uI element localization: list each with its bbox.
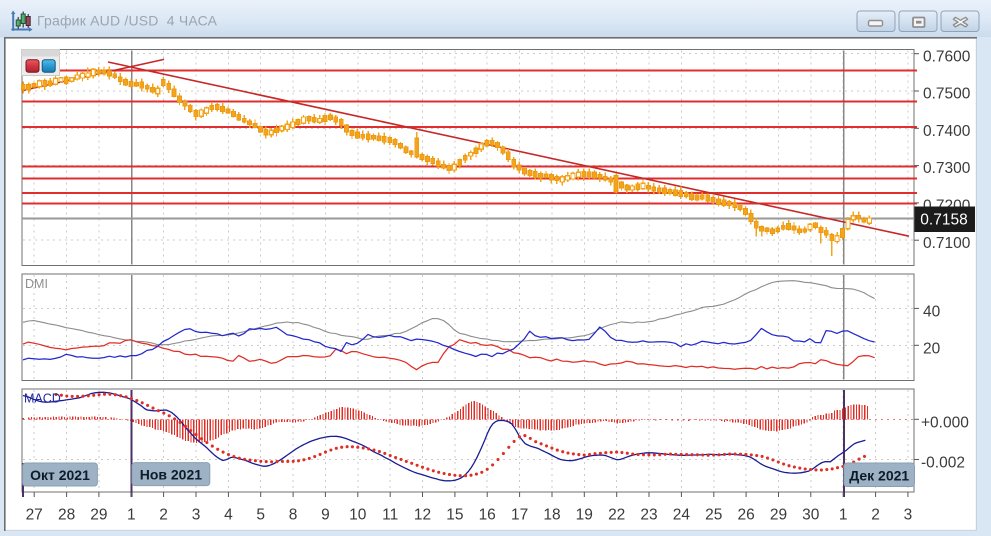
svg-text:График AUD /USD 4 ЧАСА: График AUD /USD 4 ЧАСА — [37, 13, 218, 29]
svg-text:Дек 2021: Дек 2021 — [849, 467, 909, 483]
svg-text:2: 2 — [159, 507, 168, 524]
svg-text:20: 20 — [923, 341, 941, 358]
svg-text:29: 29 — [770, 507, 787, 524]
svg-text:3: 3 — [192, 507, 201, 524]
svg-text:Нов 2021: Нов 2021 — [140, 466, 203, 482]
svg-text:28: 28 — [58, 507, 75, 524]
svg-text:MACD: MACD — [24, 392, 61, 406]
svg-text:1: 1 — [127, 507, 136, 524]
svg-text:0.7158: 0.7158 — [920, 212, 967, 229]
svg-text:16: 16 — [479, 507, 496, 524]
svg-text:30: 30 — [802, 507, 820, 524]
svg-text:DMI: DMI — [25, 277, 48, 291]
svg-text:25: 25 — [705, 507, 722, 524]
svg-text:-0.002: -0.002 — [921, 455, 965, 472]
svg-text:17: 17 — [511, 507, 528, 524]
svg-text:26: 26 — [737, 507, 754, 524]
svg-text:8: 8 — [289, 507, 298, 524]
svg-text:0.7400: 0.7400 — [923, 123, 971, 140]
svg-text:0.7600: 0.7600 — [923, 48, 971, 65]
svg-text:19: 19 — [576, 507, 593, 524]
svg-text:24: 24 — [673, 507, 691, 524]
svg-text:22: 22 — [608, 507, 625, 524]
svg-text:12: 12 — [414, 507, 431, 524]
svg-text:Окт 2021: Окт 2021 — [30, 467, 90, 483]
svg-text:2: 2 — [871, 507, 880, 524]
svg-text:9: 9 — [321, 507, 330, 524]
svg-text:18: 18 — [543, 507, 560, 524]
svg-text:11: 11 — [382, 507, 398, 524]
svg-text:27: 27 — [26, 507, 43, 524]
svg-text:5: 5 — [256, 507, 265, 524]
svg-text:0.7100: 0.7100 — [923, 235, 971, 252]
svg-text:29: 29 — [90, 507, 107, 524]
svg-text:3: 3 — [904, 507, 913, 524]
svg-text:0.7300: 0.7300 — [923, 160, 971, 177]
svg-text:10: 10 — [349, 507, 367, 524]
svg-text:4: 4 — [224, 507, 233, 524]
svg-text:40: 40 — [923, 304, 941, 321]
svg-text:15: 15 — [446, 507, 463, 524]
svg-text:0.7500: 0.7500 — [923, 86, 971, 103]
svg-text:+0.000: +0.000 — [921, 415, 969, 432]
svg-text:23: 23 — [640, 507, 657, 524]
svg-text:1: 1 — [839, 507, 848, 524]
